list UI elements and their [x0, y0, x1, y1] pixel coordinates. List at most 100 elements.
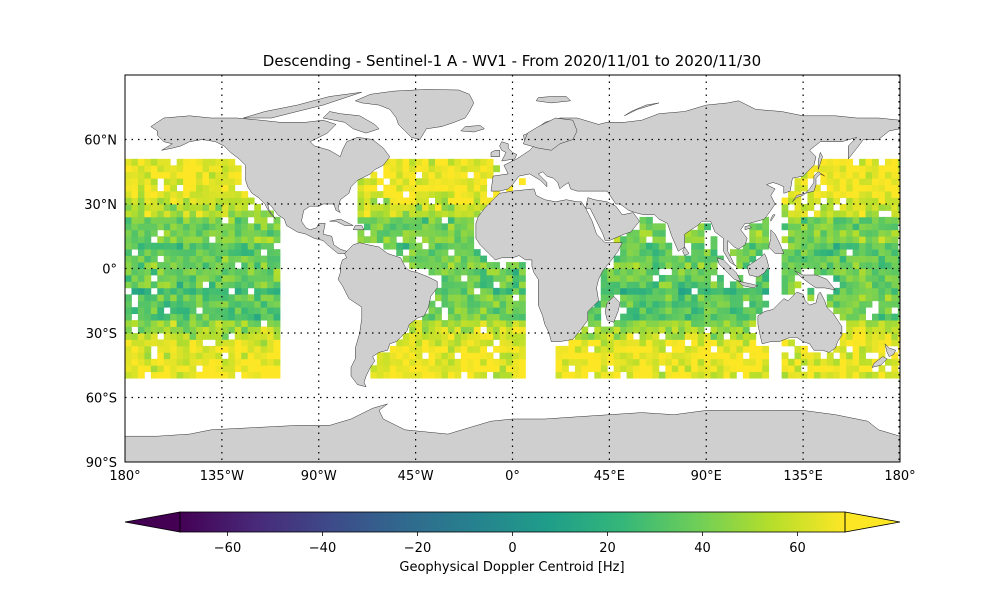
data-cell — [460, 358, 468, 366]
data-cell — [189, 365, 197, 373]
data-cell — [852, 287, 860, 295]
data-cell — [710, 371, 718, 379]
data-cell — [781, 197, 789, 205]
data-cell — [441, 249, 449, 256]
data-cell — [267, 300, 274, 308]
data-cell — [884, 236, 892, 244]
data-cell — [170, 255, 178, 263]
data-cell — [691, 326, 699, 334]
data-cell — [467, 345, 475, 353]
land-baffin-island — [322, 111, 380, 134]
data-cell — [852, 210, 860, 218]
data-cell — [447, 358, 455, 366]
data-cell — [717, 333, 724, 340]
data-cell — [742, 333, 750, 340]
data-cell — [658, 229, 666, 237]
data-cell — [820, 204, 828, 211]
data-cell — [846, 313, 854, 321]
data-cell — [447, 281, 455, 289]
land-sri-lanka — [682, 246, 690, 256]
data-cell — [723, 371, 731, 379]
data-cell — [839, 210, 847, 218]
data-cell — [865, 197, 873, 205]
data-cell — [176, 333, 184, 340]
data-cell — [234, 333, 242, 340]
data-cell — [671, 274, 679, 282]
data-cell — [409, 210, 417, 218]
data-cell — [441, 210, 449, 218]
data-cell — [506, 352, 513, 360]
data-cell — [684, 294, 692, 302]
data-cell — [150, 320, 158, 327]
data-cell — [859, 249, 866, 256]
data-cell — [859, 274, 866, 282]
data-cell — [144, 255, 152, 263]
data-cell — [800, 249, 808, 256]
land-borneo — [746, 253, 769, 278]
data-cell — [697, 358, 705, 366]
data-cell — [891, 229, 899, 237]
data-cell — [794, 191, 802, 198]
data-cell — [441, 262, 449, 269]
data-cell — [639, 300, 647, 308]
data-cell — [645, 326, 653, 334]
data-cell — [736, 300, 744, 308]
data-cell — [742, 294, 750, 302]
data-cell — [208, 242, 216, 250]
data-cell — [183, 371, 190, 379]
data-cell — [267, 249, 274, 256]
data-cell — [704, 371, 711, 379]
data-cell — [678, 274, 686, 282]
data-cell — [254, 300, 262, 308]
data-cell — [581, 365, 589, 373]
data-cell — [846, 184, 854, 192]
data-cell — [884, 165, 892, 173]
data-cell — [620, 300, 627, 308]
data-cell — [499, 274, 507, 282]
data-cell — [762, 268, 770, 276]
data-cell — [480, 345, 488, 353]
data-cell — [163, 268, 171, 276]
data-cell — [626, 365, 634, 373]
data-cell — [600, 287, 608, 295]
data-cell — [150, 339, 158, 347]
data-cell — [878, 300, 886, 308]
data-cell — [846, 165, 854, 173]
data-cell — [852, 281, 860, 289]
data-cell — [678, 371, 686, 379]
colorbar-max-extension — [844, 511, 901, 533]
data-cell — [626, 313, 634, 321]
data-cell — [839, 191, 847, 198]
data-cell — [383, 158, 391, 166]
data-cell — [704, 365, 711, 373]
data-cell — [183, 223, 190, 231]
data-cell — [254, 333, 262, 340]
data-cell — [684, 307, 692, 315]
data-cell — [891, 191, 899, 198]
data-cell — [415, 326, 423, 334]
data-cell — [176, 171, 184, 179]
data-cell — [639, 320, 647, 327]
data-cell — [241, 333, 249, 340]
data-cell — [447, 326, 455, 334]
data-cell — [878, 326, 886, 334]
data-cell — [157, 197, 165, 205]
land-sumatra — [716, 257, 742, 282]
land-hainan — [744, 225, 752, 231]
data-cell — [813, 236, 821, 244]
data-cell — [215, 300, 223, 308]
data-cell — [247, 365, 255, 373]
data-cell — [749, 242, 757, 250]
data-cell — [376, 178, 384, 186]
data-cell — [486, 365, 494, 373]
data-cell — [454, 268, 462, 276]
data-cell — [241, 268, 249, 276]
data-cell — [865, 326, 873, 334]
data-cell — [691, 333, 699, 340]
data-cell — [852, 223, 860, 231]
data-cell — [658, 274, 666, 282]
data-cell — [183, 216, 190, 224]
data-cell — [878, 365, 886, 373]
data-cell — [865, 204, 873, 211]
data-cell — [736, 358, 744, 366]
